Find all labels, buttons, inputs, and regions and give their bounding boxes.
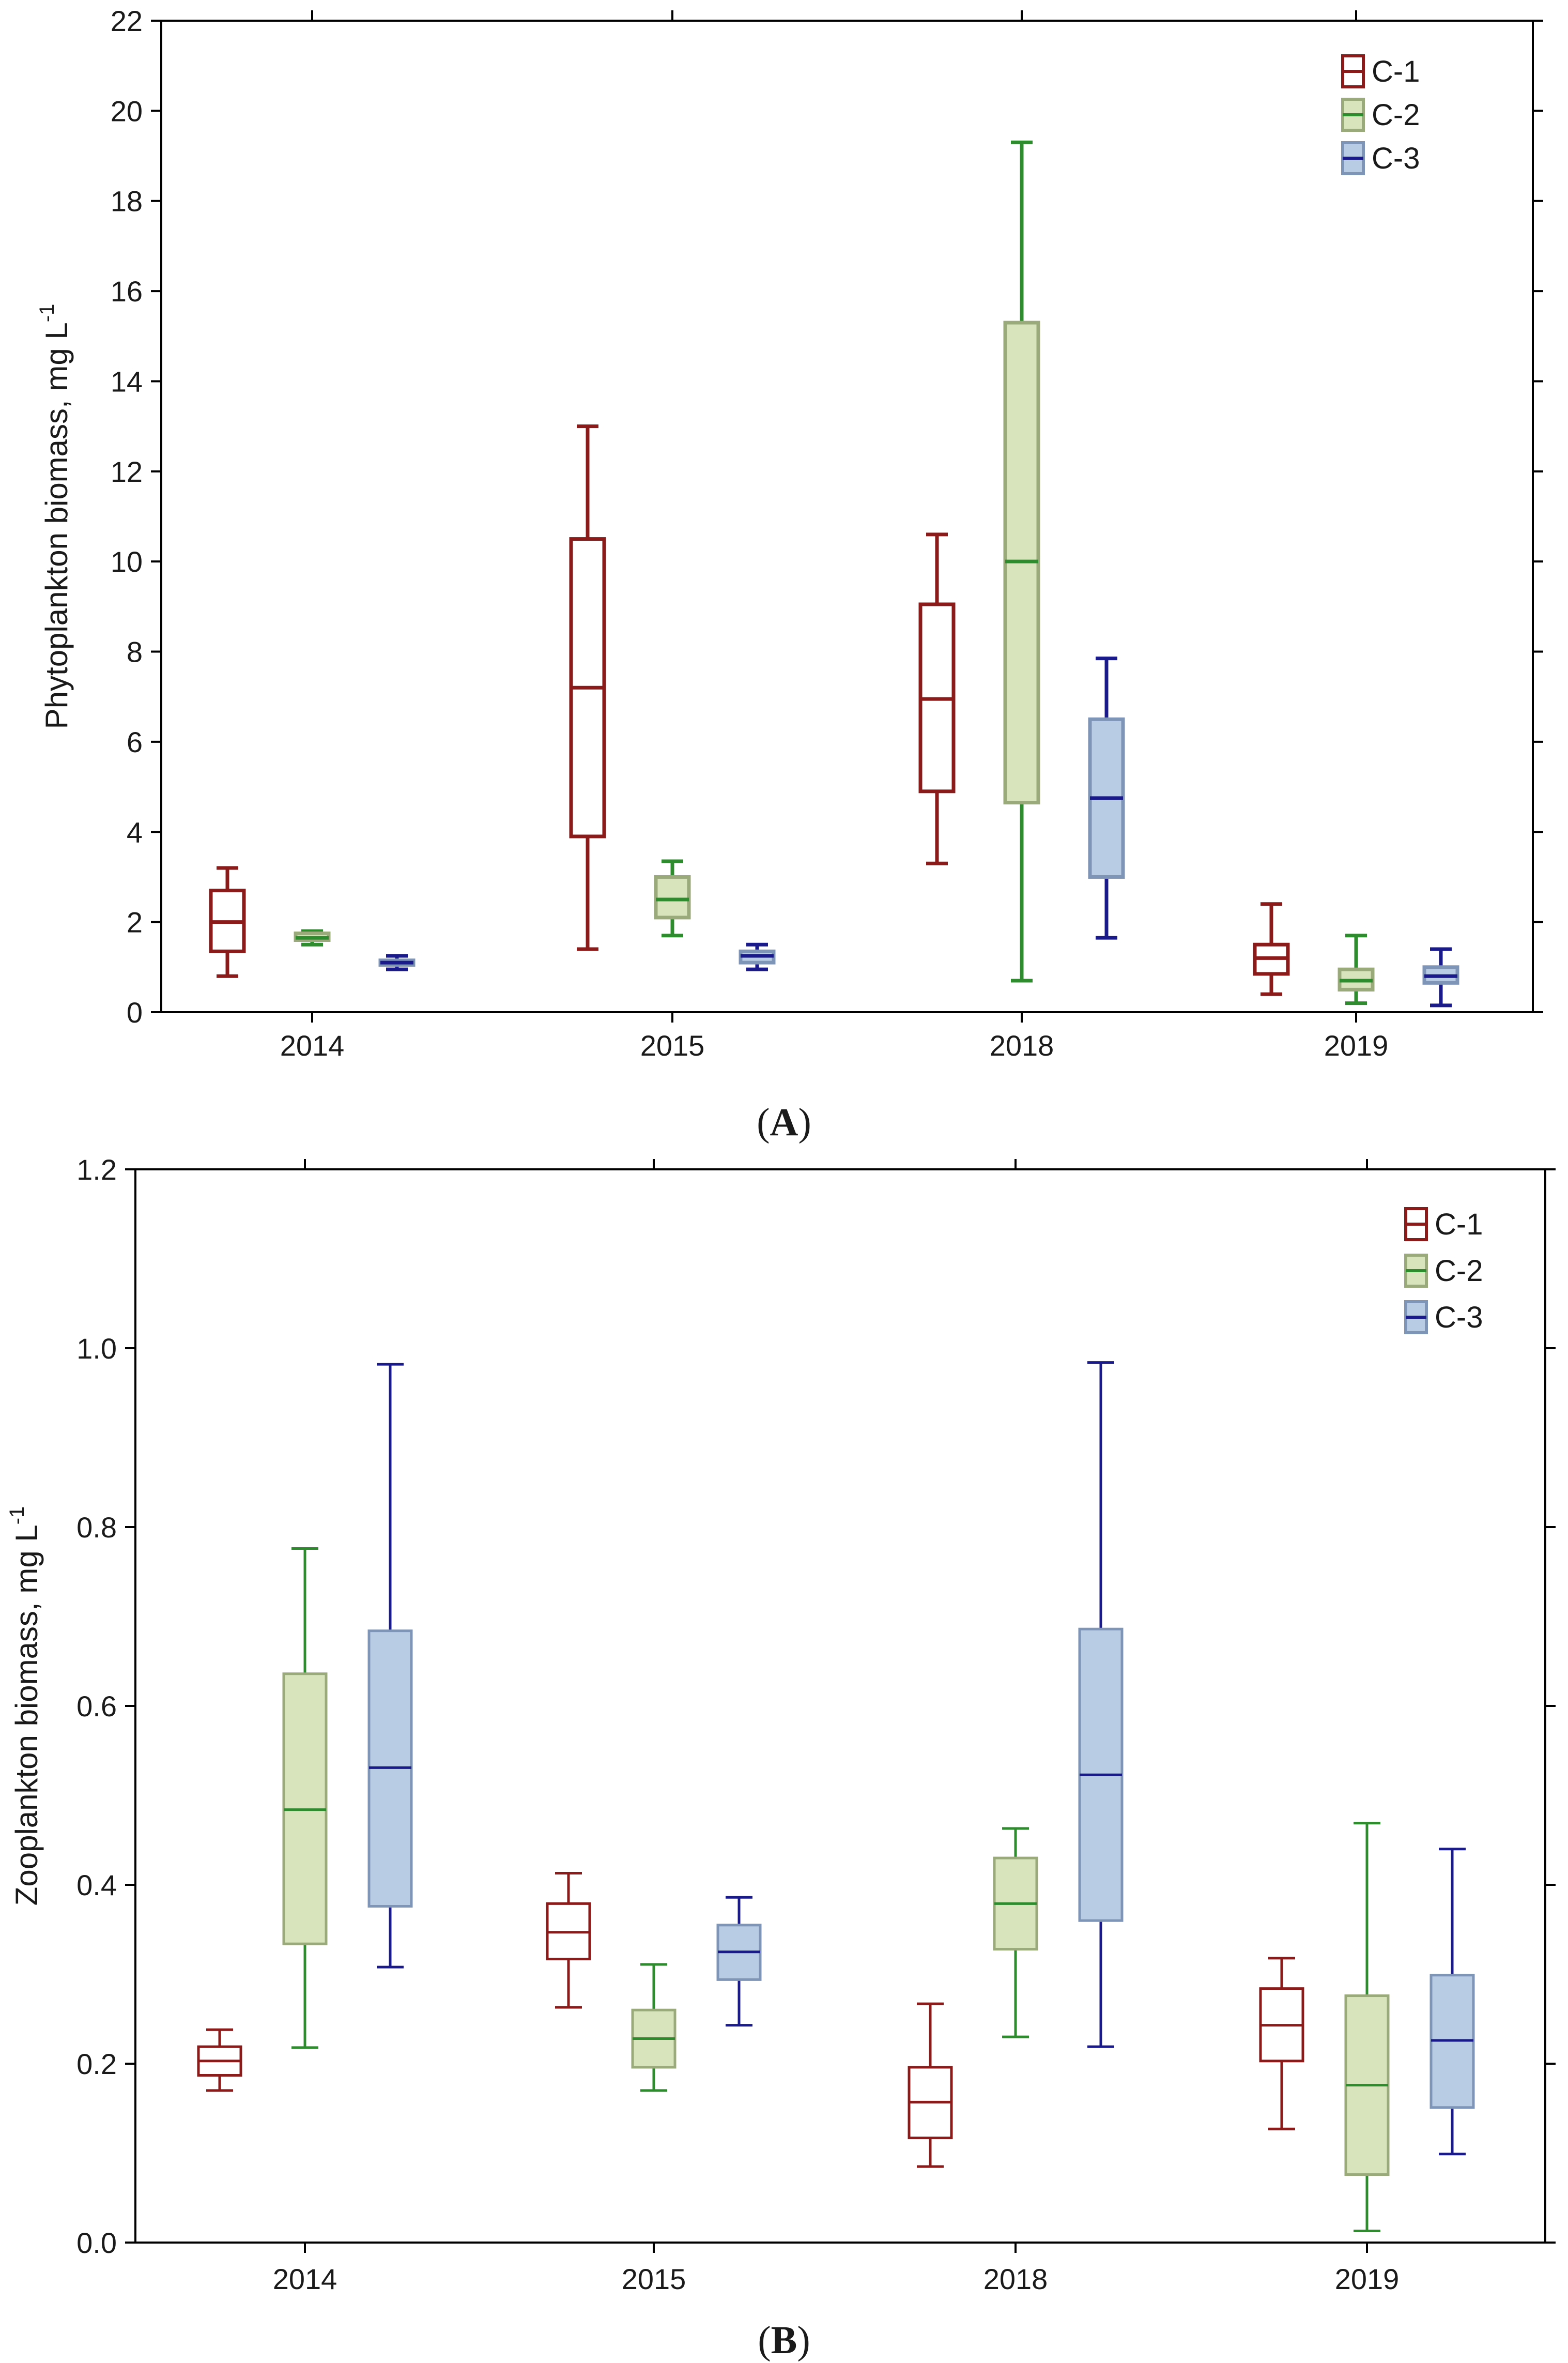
y-tick-label: 18 (111, 185, 143, 218)
legend-item-c-3: C-3 (1341, 141, 1420, 175)
legend-label: C-2 (1435, 1254, 1483, 1288)
legend-label: C-1 (1435, 1208, 1483, 1241)
box-c-3-2019 (1422, 947, 1459, 1008)
legend: C-1 C-2 C-3 (1341, 54, 1420, 175)
legend-item-c-2: C-2 (1341, 98, 1420, 132)
y-tick-label: 14 (111, 365, 143, 398)
box-c-2-2019 (1344, 1822, 1390, 2233)
y-tick-label: 8 (127, 636, 143, 668)
panel-b-zooplankton-chart: 0.0 0.2 0.4 0.6 0.8 1.0 1.2 2014 2015 2018 2019 Zoo… (6, 1153, 1556, 2295)
box-c-3-2015 (739, 942, 776, 971)
y-tick-label: 1.0 (76, 1332, 117, 1365)
y-tick-label: 12 (111, 455, 143, 488)
box-c-2-2018 (993, 1827, 1038, 2038)
legend: C-1 C-2 C-3 (1404, 1207, 1483, 1334)
box-c-1-2015 (569, 424, 606, 951)
y-tick-label: 0 (127, 996, 143, 1029)
box-c-3-2018 (1078, 1361, 1124, 2048)
box-c-3-2014 (367, 1363, 413, 1969)
box-c-3-2019 (1429, 1848, 1475, 2156)
panel-a-phytoplankton-chart: 0 2 4 6 8 10 12 14 16 18 20 22 2014 2015 2018 2019 Phyto… (36, 5, 1543, 1062)
box-c-2-2014 (282, 1547, 328, 2049)
x-tick-label: 2018 (990, 1029, 1054, 1062)
y-tick-label: 22 (111, 5, 143, 37)
y-tick-label: 0.8 (76, 1511, 117, 1544)
box-c-1-2018 (908, 2002, 953, 2168)
x-tick-label: 2015 (640, 1029, 705, 1062)
y-tick-label: 16 (111, 275, 143, 308)
legend-item-c-1: C-1 (1404, 1207, 1483, 1241)
y-axis-title: Phytoplankton biomass, mg L-1 (36, 304, 74, 729)
caption-b: (B) (758, 2319, 810, 2362)
y-tick-label: 1.2 (76, 1153, 117, 1186)
legend-label: C-2 (1372, 98, 1420, 132)
box-c-2-2014 (294, 929, 331, 947)
y-axis-title: Zooplankton biomass, mg L-1 (6, 1506, 44, 1906)
legend-item-c-2: C-2 (1404, 1254, 1483, 1288)
y-tick-label: 10 (111, 545, 143, 578)
plot-frame (134, 1168, 1546, 2244)
legend-label: C-3 (1372, 142, 1420, 175)
legend-item-c-1: C-1 (1341, 54, 1420, 88)
caption-a: (A) (757, 1101, 811, 1144)
box-c-3-2018 (1088, 657, 1125, 940)
box-c-2-2015 (654, 859, 691, 938)
iqr-box (654, 875, 691, 920)
box-c-2-2018 (1003, 140, 1040, 983)
y-tick-label: 0.6 (76, 1690, 117, 1722)
x-tick-label: 2015 (622, 2263, 686, 2295)
box-c-2-2019 (1338, 934, 1375, 1005)
plot-frame (160, 20, 1534, 1013)
y-tick-label: 20 (111, 95, 143, 127)
legend-label: C-3 (1435, 1301, 1483, 1334)
box-c-1-2014 (209, 866, 246, 978)
x-tick-label: 2019 (1335, 2263, 1400, 2295)
y-tick-label: 2 (127, 906, 143, 939)
box-c-3-2015 (716, 1896, 762, 2027)
x-tick-label: 2018 (983, 2263, 1048, 2295)
box-c-3-2014 (378, 954, 416, 971)
x-tick-label: 2014 (280, 1029, 345, 1062)
box-c-1-2015 (546, 1872, 591, 2009)
box-c-1-2018 (918, 532, 956, 865)
legend-label: C-1 (1372, 55, 1420, 88)
box-c-1-2019 (1253, 902, 1290, 996)
y-tick-label: 0.2 (76, 2048, 117, 2080)
x-tick-label: 2014 (273, 2263, 337, 2295)
box-c-2-2015 (631, 1963, 677, 2092)
y-tick-label: 0.0 (76, 2227, 117, 2259)
y-tick-label: 6 (127, 726, 143, 758)
y-tick-label: 4 (127, 816, 143, 848)
y-tick-label: 0.4 (76, 1869, 117, 1901)
box-c-1-2014 (197, 2028, 242, 2092)
box-c-1-2019 (1259, 1957, 1304, 2130)
legend-item-c-3: C-3 (1404, 1300, 1483, 1334)
x-tick-label: 2019 (1324, 1029, 1389, 1062)
